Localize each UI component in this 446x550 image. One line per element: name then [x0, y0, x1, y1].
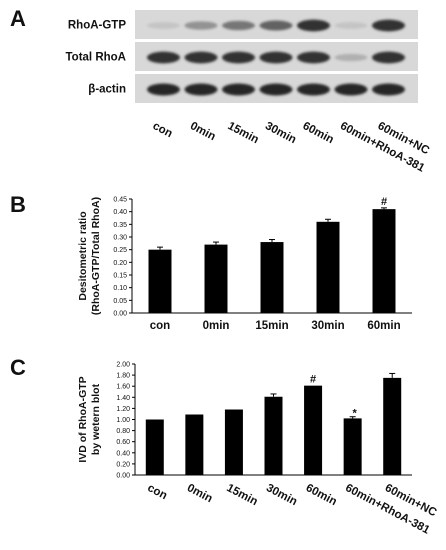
- y-tick-label: 1.00: [116, 417, 130, 424]
- significance-mark: *: [353, 408, 358, 420]
- y-tick-label: 0.45: [113, 197, 127, 204]
- panel-label-a: A: [10, 6, 26, 31]
- blot-band: [222, 83, 255, 96]
- y-axis-label: Desitometric ratio(RhoA-GTP/Total RhoA): [77, 197, 102, 315]
- y-axis-label-line: by wetern blot: [90, 383, 102, 455]
- blot-band: [184, 83, 218, 96]
- y-tick-label: 0.10: [113, 285, 127, 292]
- y-tick-label: 0.40: [116, 450, 130, 457]
- y-tick-label: 0.20: [113, 260, 127, 267]
- blot-band: [297, 51, 330, 64]
- x-tick-label: 0min: [203, 320, 230, 332]
- significance-mark: #: [381, 196, 387, 208]
- x-tick-label: 0min: [185, 482, 214, 505]
- blot-band: [259, 83, 293, 96]
- y-tick-label: 0.00: [113, 311, 127, 318]
- y-tick-label: 0.05: [113, 298, 127, 305]
- bar: [264, 396, 283, 475]
- bar: [224, 409, 243, 475]
- x-tick-label: 15min: [255, 320, 288, 332]
- blot-band: [147, 22, 180, 29]
- y-tick-label: 0.00: [116, 473, 130, 480]
- blot-band: [259, 20, 293, 31]
- blot-band: [372, 51, 405, 64]
- bar: [145, 419, 164, 475]
- blot-row-label: Total RhoA: [66, 52, 126, 64]
- x-tick-label: 30min: [311, 320, 344, 332]
- bar: [260, 242, 284, 313]
- blot-band: [184, 51, 218, 64]
- x-tick-label: con: [145, 482, 169, 502]
- blot-lane-label: 60min: [301, 120, 336, 146]
- bar: [372, 209, 396, 313]
- panel-label-c: C: [10, 355, 26, 380]
- bar: [316, 221, 340, 313]
- blot-lane-label: 0min: [188, 120, 217, 143]
- y-tick-label: 1.40: [116, 395, 130, 402]
- blot-row-label: RhoA-GTP: [68, 20, 126, 32]
- y-tick-label: 1.20: [116, 406, 130, 413]
- y-tick-label: 0.35: [113, 222, 127, 229]
- x-tick-label: con: [150, 320, 170, 332]
- bar: [185, 414, 204, 475]
- blot-band: [222, 20, 255, 31]
- blot-lane-label: 30min: [263, 120, 298, 146]
- y-tick-label: 0.60: [116, 439, 130, 446]
- y-axis-label: IVD of RhoA-GTPby wetern blot: [77, 376, 102, 462]
- blot-band: [334, 53, 368, 62]
- y-axis-label-line: (RhoA-GTP/Total RhoA): [90, 197, 102, 315]
- y-tick-label: 0.80: [116, 428, 130, 435]
- bar: [304, 385, 323, 475]
- x-tick-label: 60min: [304, 482, 339, 508]
- x-tick-label: 15min: [225, 482, 260, 508]
- bar: [204, 244, 228, 313]
- bar: [343, 418, 362, 475]
- y-tick-label: 1.80: [116, 373, 130, 380]
- x-tick-label: 60min: [367, 320, 400, 332]
- chart-b: 0.00 0.05 0.10 0.15 0.20 0.25 0.30 0.35 0.40 0.45…: [77, 196, 412, 332]
- blot-band: [297, 19, 330, 32]
- panel-label-b: B: [10, 192, 26, 217]
- bar: [148, 249, 172, 313]
- blot-lane-label: con: [151, 120, 175, 140]
- significance-mark: #: [310, 374, 316, 386]
- blot-lane-label: 15min: [226, 120, 261, 146]
- blot-band: [259, 51, 293, 64]
- chart-c: 0.00 0.20 0.40 0.60 0.80 1.00 1.20 1.40 1.60 1.80…: [77, 362, 438, 537]
- y-axis-label-line: IVD of RhoA-GTP: [77, 376, 89, 462]
- y-axis-label-line: Desitometric ratio: [77, 211, 89, 300]
- y-tick-label: 0.25: [113, 247, 127, 254]
- blot-row-label: β-actin: [88, 84, 126, 96]
- y-tick-label: 0.15: [113, 273, 127, 280]
- y-tick-label: 0.20: [116, 461, 130, 468]
- blot-band: [297, 83, 330, 96]
- y-tick-label: 2.00: [116, 362, 130, 369]
- blot-band: [372, 19, 405, 32]
- blot-band: [147, 51, 180, 64]
- blot-band: [222, 51, 255, 64]
- blot-band: [372, 83, 405, 96]
- blot-band: [334, 22, 368, 29]
- blot-band: [334, 83, 368, 96]
- blot-band: [147, 83, 180, 96]
- y-tick-label: 0.30: [113, 235, 127, 242]
- western-blot: RhoA-GTP Total RhoA β-actin con 0min 15min 30m…: [66, 10, 431, 175]
- x-tick-label: 30min: [264, 482, 299, 508]
- bar: [383, 377, 402, 475]
- blot-band: [184, 21, 218, 30]
- y-tick-label: 1.60: [116, 384, 130, 391]
- y-tick-label: 0.40: [113, 209, 127, 216]
